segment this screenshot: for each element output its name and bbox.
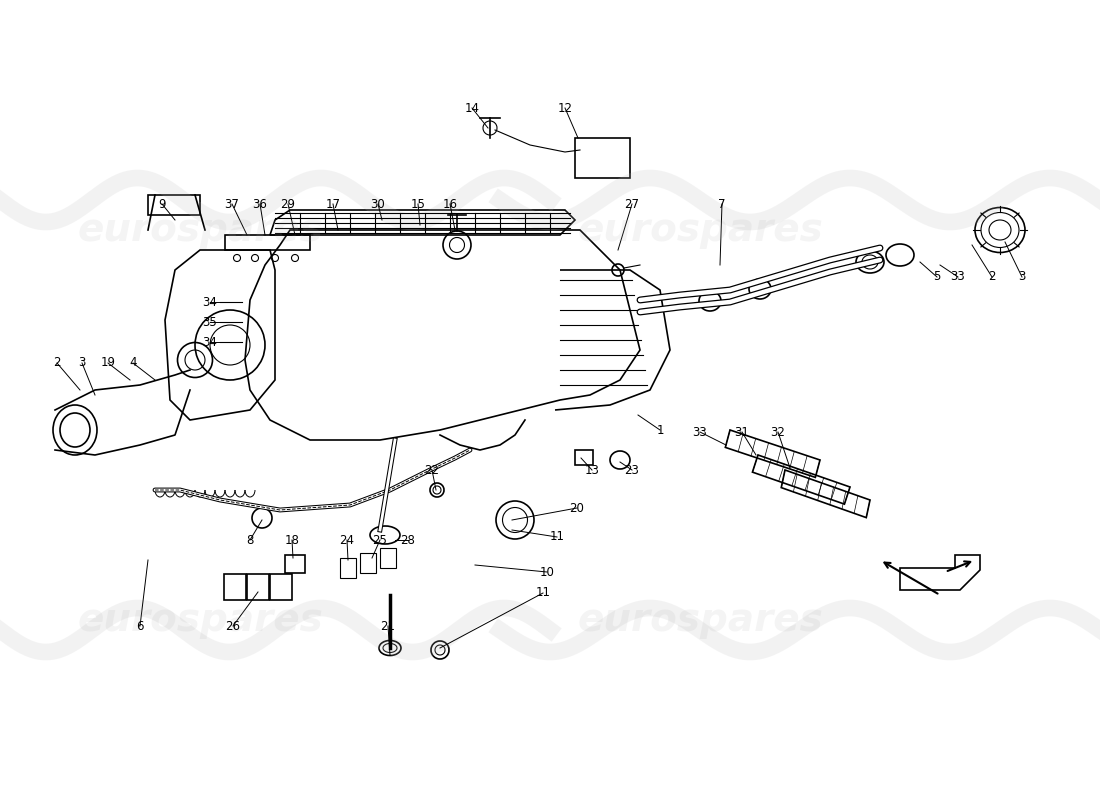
Text: 3: 3 — [1019, 270, 1025, 283]
Text: 36: 36 — [253, 198, 267, 210]
Text: 11: 11 — [536, 586, 550, 599]
Text: 16: 16 — [442, 198, 458, 210]
Bar — [360, 553, 376, 573]
Text: 22: 22 — [425, 463, 440, 477]
Text: eurospares: eurospares — [77, 601, 323, 639]
Text: eurospares: eurospares — [578, 211, 823, 249]
Text: eurospares: eurospares — [77, 211, 323, 249]
Text: 12: 12 — [558, 102, 572, 114]
Text: 19: 19 — [100, 357, 116, 370]
Text: 8: 8 — [246, 534, 254, 546]
Text: 14: 14 — [464, 102, 480, 114]
Text: 1: 1 — [657, 423, 663, 437]
Text: 34: 34 — [202, 335, 218, 349]
Text: 2: 2 — [988, 270, 996, 283]
Text: 24: 24 — [340, 534, 354, 546]
Bar — [575, 138, 630, 178]
Text: 27: 27 — [625, 198, 639, 210]
Text: 11: 11 — [550, 530, 564, 543]
Text: 30: 30 — [371, 198, 385, 210]
Text: 5: 5 — [933, 270, 940, 283]
Text: 21: 21 — [381, 619, 396, 633]
Text: 33: 33 — [693, 426, 707, 438]
Text: 3: 3 — [78, 357, 86, 370]
Text: 17: 17 — [326, 198, 341, 210]
Text: 4: 4 — [130, 357, 136, 370]
Text: 2: 2 — [53, 357, 60, 370]
Text: 23: 23 — [625, 463, 639, 477]
Bar — [575, 450, 593, 465]
Text: 6: 6 — [136, 619, 144, 633]
Text: 35: 35 — [202, 315, 218, 329]
Text: 7: 7 — [718, 198, 726, 210]
Bar — [340, 558, 356, 578]
Text: 18: 18 — [285, 534, 299, 546]
Text: 28: 28 — [400, 534, 416, 546]
Text: 26: 26 — [226, 619, 241, 633]
Bar — [285, 555, 305, 573]
Text: 29: 29 — [280, 198, 296, 210]
Bar — [248, 574, 270, 600]
Bar — [224, 574, 246, 600]
Text: 33: 33 — [950, 270, 966, 283]
Text: 15: 15 — [410, 198, 426, 210]
Bar — [379, 548, 396, 568]
Text: 9: 9 — [158, 198, 166, 210]
Text: 25: 25 — [373, 534, 387, 546]
Bar — [270, 574, 292, 600]
Text: 32: 32 — [771, 426, 785, 438]
Text: 31: 31 — [735, 426, 749, 438]
Text: eurospares: eurospares — [578, 601, 823, 639]
Text: 34: 34 — [202, 295, 218, 309]
Text: 20: 20 — [570, 502, 584, 514]
Text: 10: 10 — [540, 566, 554, 578]
Text: 37: 37 — [224, 198, 240, 210]
Text: 13: 13 — [584, 463, 600, 477]
